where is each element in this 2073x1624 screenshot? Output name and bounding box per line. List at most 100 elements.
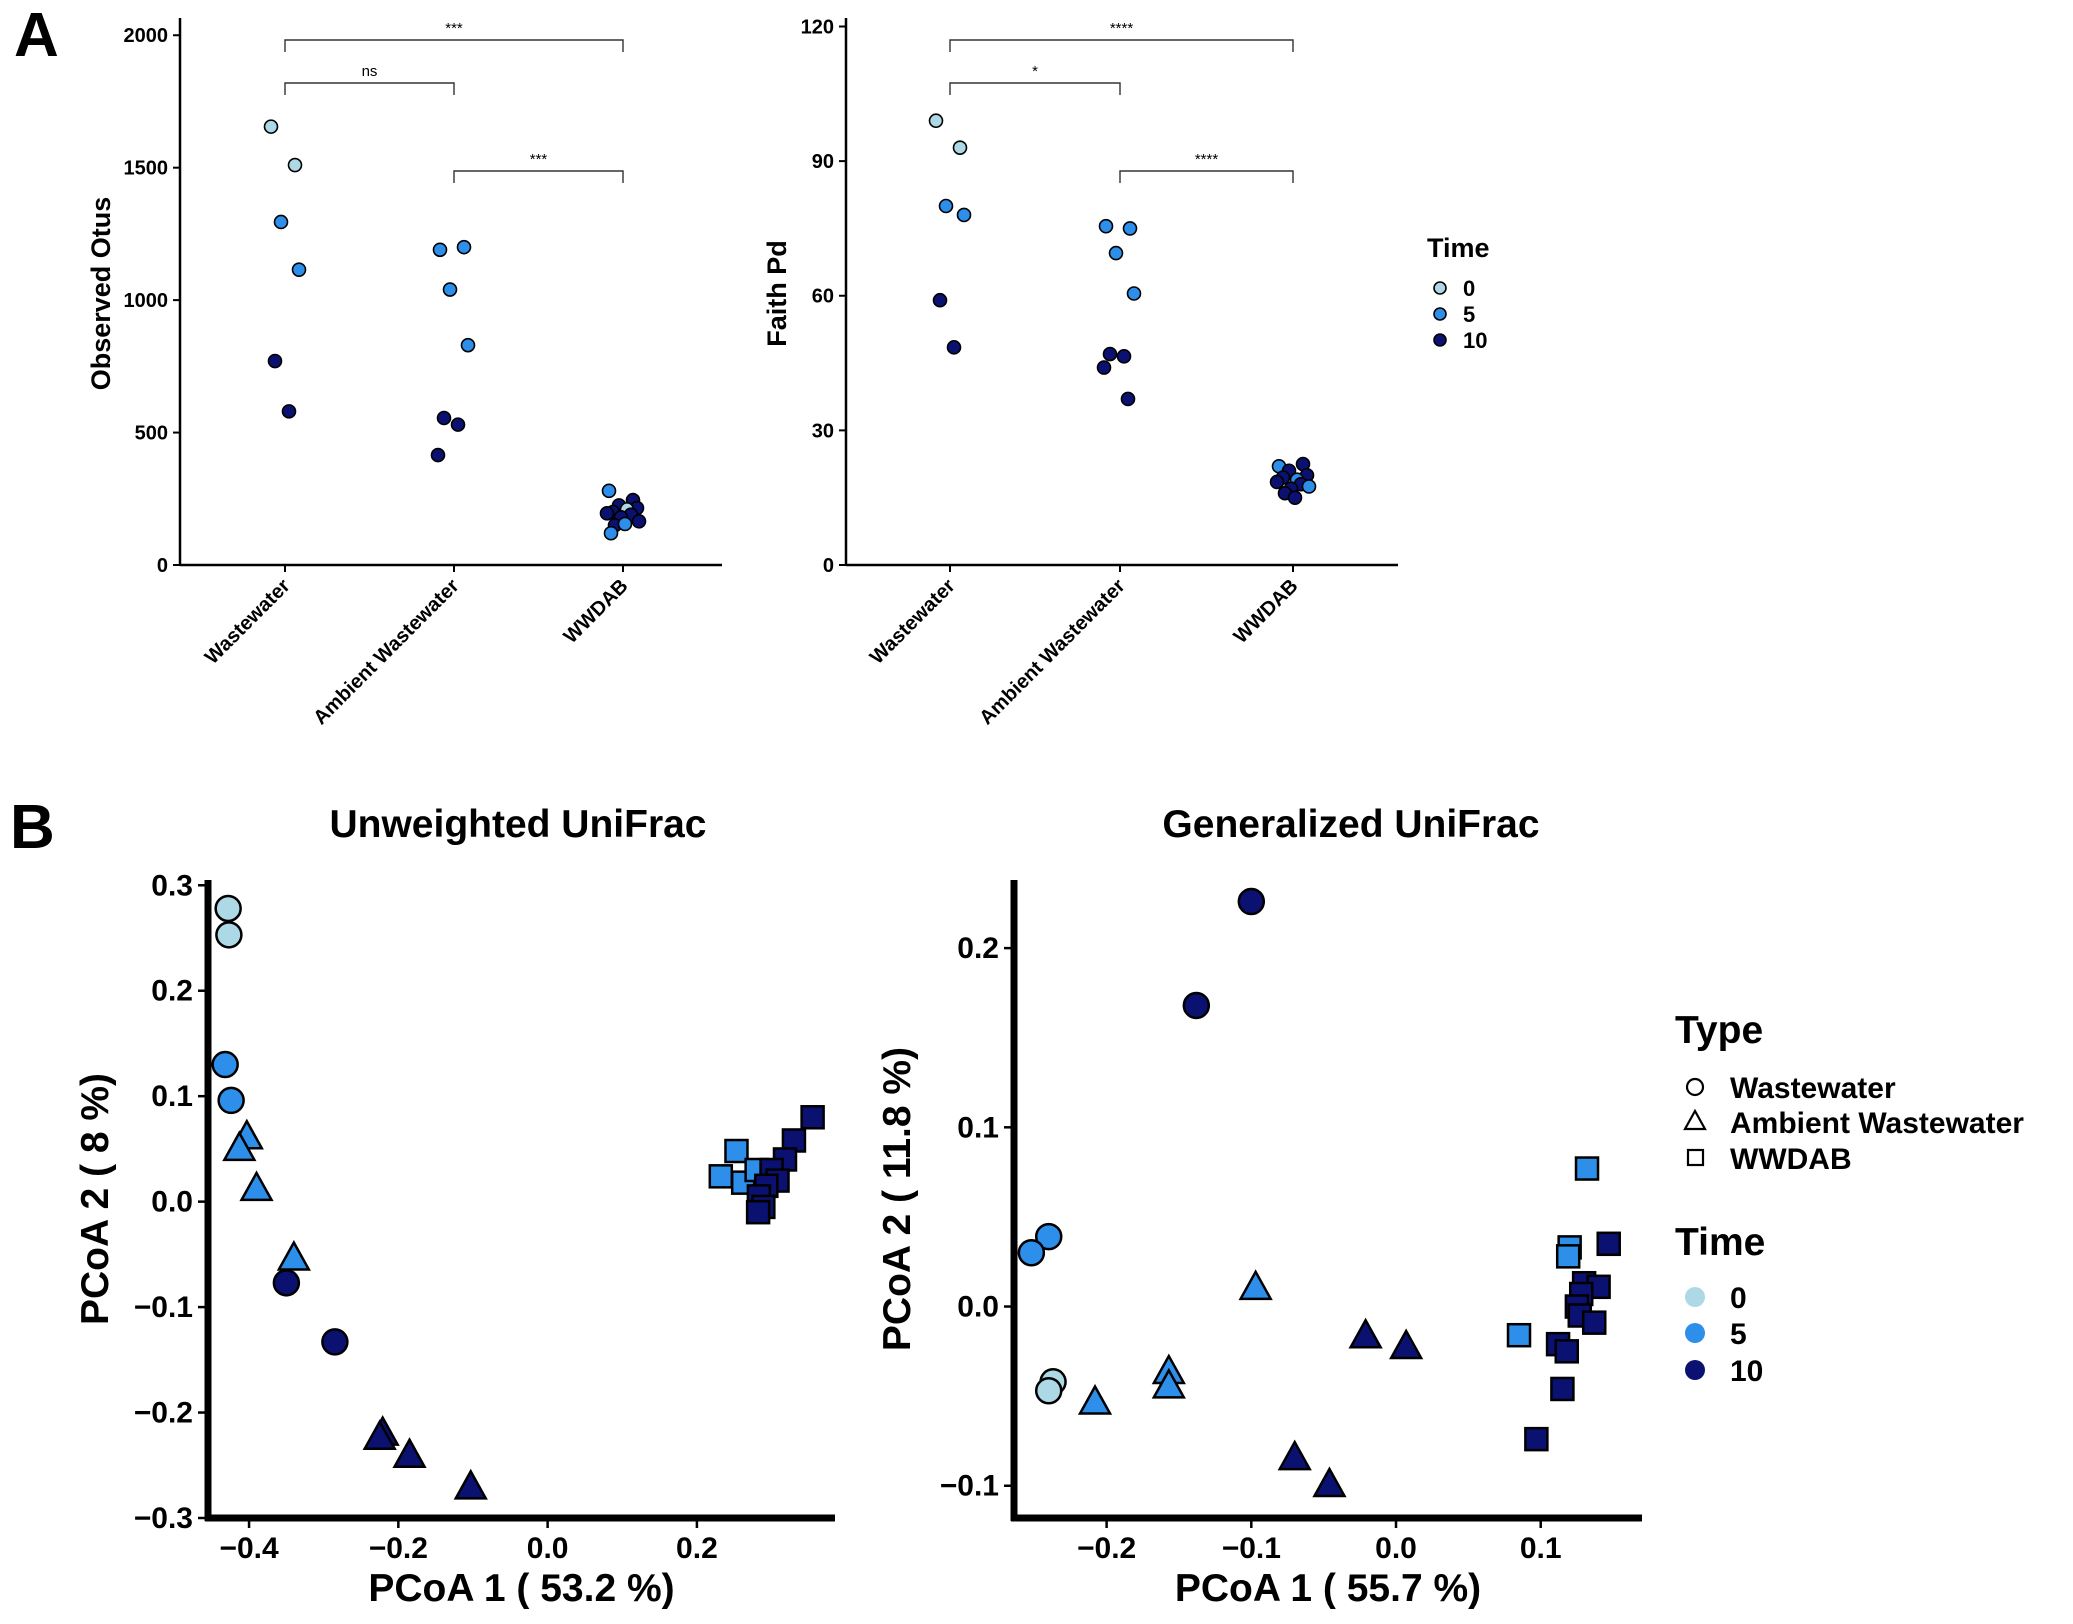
generalized-unifrac-point-ambient-wastewater [1151,1367,1186,1399]
faith-pd-significance-label: * [1032,63,1038,80]
observed-otus-significance-label: *** [445,20,463,37]
faith-pd-y-tick-label: 0 [823,555,834,577]
time-legend-b-swatch-0 [1685,1287,1705,1307]
generalized-unifrac-point-wastewater [1034,1222,1063,1251]
observed-otus-point [281,404,297,419]
observed-otus-point [287,157,303,173]
unweighted-unifrac-y-tick-label: 0.0 [151,1186,193,1219]
type-legend-label-wwdab: WWDAB [1730,1143,1852,1176]
generalized-unifrac-point-wwdab [1524,1426,1549,1452]
observed-otus-x-tick-label: WWDAB [560,575,633,648]
faith-pd-point [928,113,944,129]
observed-otus-y-axis-label: Observed Otus [86,197,116,391]
observed-otus-y-tick-label: 0 [157,555,168,577]
generalized-unifrac-y-tick-label: −0.1 [940,1470,999,1503]
faith-pd-y-tick-label: 120 [801,16,834,38]
unweighted-unifrac-point-wwdab [708,1164,734,1189]
observed-otus-y-tick-label: 1500 [124,158,169,180]
faith-pd-x-tick-label: WWDAB [1230,575,1303,648]
generalized-unifrac-point-ambient-wastewater [1312,1466,1347,1498]
generalized-unifrac-point-wwdab [1581,1310,1607,1335]
observed-otus-point [430,447,446,463]
generalized-unifrac-point-wastewater [1017,1239,1046,1267]
observed-otus-comparison-bracket [453,170,624,183]
type-legend-label-ambient-wastewater: Ambient Wastewater [1730,1107,2024,1140]
faith-pd-y-axis-label: Faith Pd [762,240,792,347]
faith-pd-x-tick-label: Ambient Wastewater [975,575,1129,729]
observed-otus-comparison-bracket [284,82,455,95]
observed-otus-point [432,242,448,258]
faith-pd-x-tick-label: Wastewater [866,575,960,669]
faith-pd-comparison-bracket [1119,170,1294,183]
unweighted-unifrac-y-tick-label: 0.3 [151,869,193,902]
faith-pd-y-tick-label: 30 [812,420,834,442]
faith-pd-significance-label: **** [1195,151,1219,168]
faith-pd-point [1287,490,1303,505]
unweighted-unifrac-point-wastewater [211,1050,239,1079]
faith-pd-point [1301,479,1317,494]
generalized-unifrac-point-wwdab [1596,1231,1621,1257]
observed-otus-point [442,282,458,297]
unweighted-unifrac-x-tick-label: 0.2 [676,1532,718,1565]
generalized-unifrac-x-tick-label: 0.1 [1520,1532,1562,1565]
observed-otus-point [291,262,307,277]
observed-otus-point [450,417,466,432]
unweighted-unifrac-point-wastewater [214,894,242,923]
observed-otus-x-tick-label: Wastewater [201,575,295,669]
faith-pd-comparison-bracket [949,39,1294,52]
unweighted-unifrac-x-tick-label: 0.0 [527,1532,569,1565]
generalized-unifrac-point-wwdab [1574,1156,1600,1181]
faith-pd-point [1108,245,1124,261]
time-legend-b-label-5: 5 [1730,1318,1747,1351]
unweighted-unifrac-point-wwdab [800,1105,825,1130]
generalized-unifrac-y-axis-label: PCoA 2 ( 11.8 %) [876,1047,919,1351]
time-legend-a-swatch-0 [1433,281,1447,295]
type-legend-label-wastewater: Wastewater [1730,1072,1896,1105]
generalized-unifrac-y-tick-label: 0.0 [957,1291,999,1324]
faith-pd-point [932,292,948,308]
generalized-unifrac-plot: −0.1 0.0 0.1 0.2 −0.2 −0.1 0.0 0.1 PCoA 1 ( 55.7… [876,880,1642,1610]
unweighted-unifrac-x-tick-label: −0.4 [219,1532,279,1565]
time-legend-a-label-0: 0 [1463,276,1475,301]
type-legend-title: Type [1675,1009,1763,1052]
faith-pd-point [1120,391,1136,407]
time-legend-a-swatch-10 [1433,333,1447,347]
faith-pd-point [1098,218,1114,234]
type-legend-circle-icon [1685,1077,1705,1097]
generalized-unifrac-point-wwdab [1506,1322,1532,1348]
generalized-unifrac-point-wastewater [1237,887,1266,916]
observed-otus-comparison-bracket [284,39,624,52]
generalized-unifrac-x-axis-label: PCoA 1 ( 55.7 %) [1175,1567,1481,1610]
type-legend-triangle-icon [1683,1108,1707,1131]
observed-otus-point [599,506,615,521]
faith-pd-point [1116,349,1132,364]
generalized-unifrac-x-tick-label: −0.2 [1077,1532,1136,1565]
time-legend-a-swatch-5 [1433,307,1447,321]
generalized-unifrac-x-tick-label: −0.1 [1222,1532,1281,1565]
faith-pd-point [1102,346,1118,362]
unweighted-unifrac-point-ambient-wastewater [276,1239,311,1271]
unweighted-unifrac-point-wastewater [272,1269,301,1297]
generalized-unifrac-point-wwdab [1550,1376,1575,1402]
observed-otus-point [273,214,289,230]
unweighted-unifrac-x-axis-label: PCoA 1 ( 53.2 %) [368,1567,674,1610]
faith-pd-point [1096,360,1112,375]
unweighted-unifrac-point-wastewater [217,1086,245,1115]
unweighted-unifrac-y-tick-label: −0.2 [134,1397,193,1430]
observed-otus-point [456,239,472,255]
time-legend-b: Time 0 5 10 [1675,1221,1765,1388]
time-legend-a-label-5: 5 [1463,302,1475,327]
generalized-unifrac-point-wastewater [1182,991,1211,1020]
faith-pd-point [946,340,962,355]
time-legend-a: Time 0 5 10 [1427,233,1490,353]
generalized-unifrac-point-ambient-wastewater [1348,1317,1383,1349]
observed-otus-y-tick-label: 1000 [124,290,169,312]
observed-otus-plot: 0 500 1000 1500 2000 Wastewater Ambient Wastew… [86,18,722,729]
faith-pd-point [1269,474,1285,490]
generalized-unifrac-point-ambient-wastewater [1389,1328,1424,1360]
time-legend-b-label-0: 0 [1730,1282,1747,1315]
faith-pd-significance-label: **** [1110,20,1134,37]
generalized-unifrac-point-wwdab [1554,1339,1580,1364]
observed-otus-y-tick-label: 500 [135,423,168,445]
unweighted-unifrac-y-tick-label: −0.3 [134,1502,193,1535]
